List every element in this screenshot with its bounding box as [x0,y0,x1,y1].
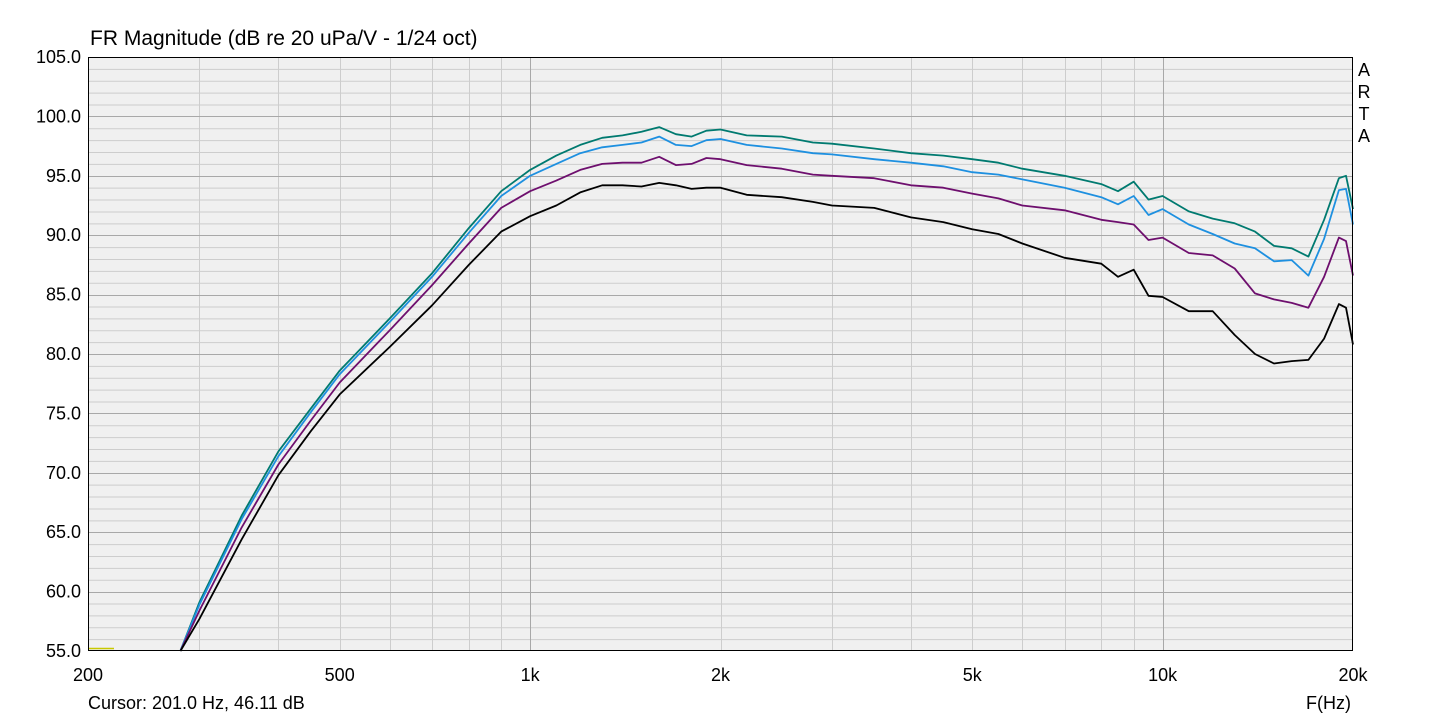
x-axis-ticks: 200 500 1k 2k 5k 10k 20k [73,665,1369,685]
y-tick-label: 90.0 [46,225,81,245]
arta-letter: A [1358,60,1370,80]
series-line-4 [179,181,1354,652]
y-axis-ticks: 105.0 100.0 95.0 90.0 85.0 80.0 75.0 70.0 65.0 60… [36,47,81,661]
y-tick-label: 75.0 [46,403,81,423]
chart-title: FR Magnitude (dB re 20 uPa/V - 1/24 oct) [90,27,478,50]
y-tick-label: 65.0 [46,522,81,542]
arta-letter: A [1358,126,1370,146]
x-tick-label: 2k [711,665,731,685]
y-tick-label: 95.0 [46,166,81,186]
y-tick-label: 105.0 [36,47,81,67]
major-grid [88,57,1353,651]
y-tick-label: 100.0 [36,106,81,126]
y-tick-label: 60.0 [46,582,81,602]
cursor-readout: Cursor: 201.0 Hz, 46.11 dB [88,693,305,713]
series-line-3 [179,155,1354,652]
series-line-1 [179,126,1354,652]
x-tick-label: 1k [521,665,541,685]
x-tick-label: 5k [963,665,983,685]
x-tick-label: 20k [1338,665,1368,685]
y-tick-label: 55.0 [46,641,81,661]
y-tick-label: 85.0 [46,285,81,305]
x-tick-label: 10k [1148,665,1178,685]
x-tick-label: 200 [73,665,103,685]
series-layer [179,126,1354,652]
y-tick-label: 70.0 [46,463,81,483]
arta-letter: T [1359,104,1370,124]
plot-frame [88,57,1353,651]
series-line-2 [179,135,1354,652]
y-tick-label: 80.0 [46,344,81,364]
x-axis-label: F(Hz) [1306,693,1351,713]
x-tick-label: 500 [325,665,355,685]
arta-letter: R [1358,82,1371,102]
